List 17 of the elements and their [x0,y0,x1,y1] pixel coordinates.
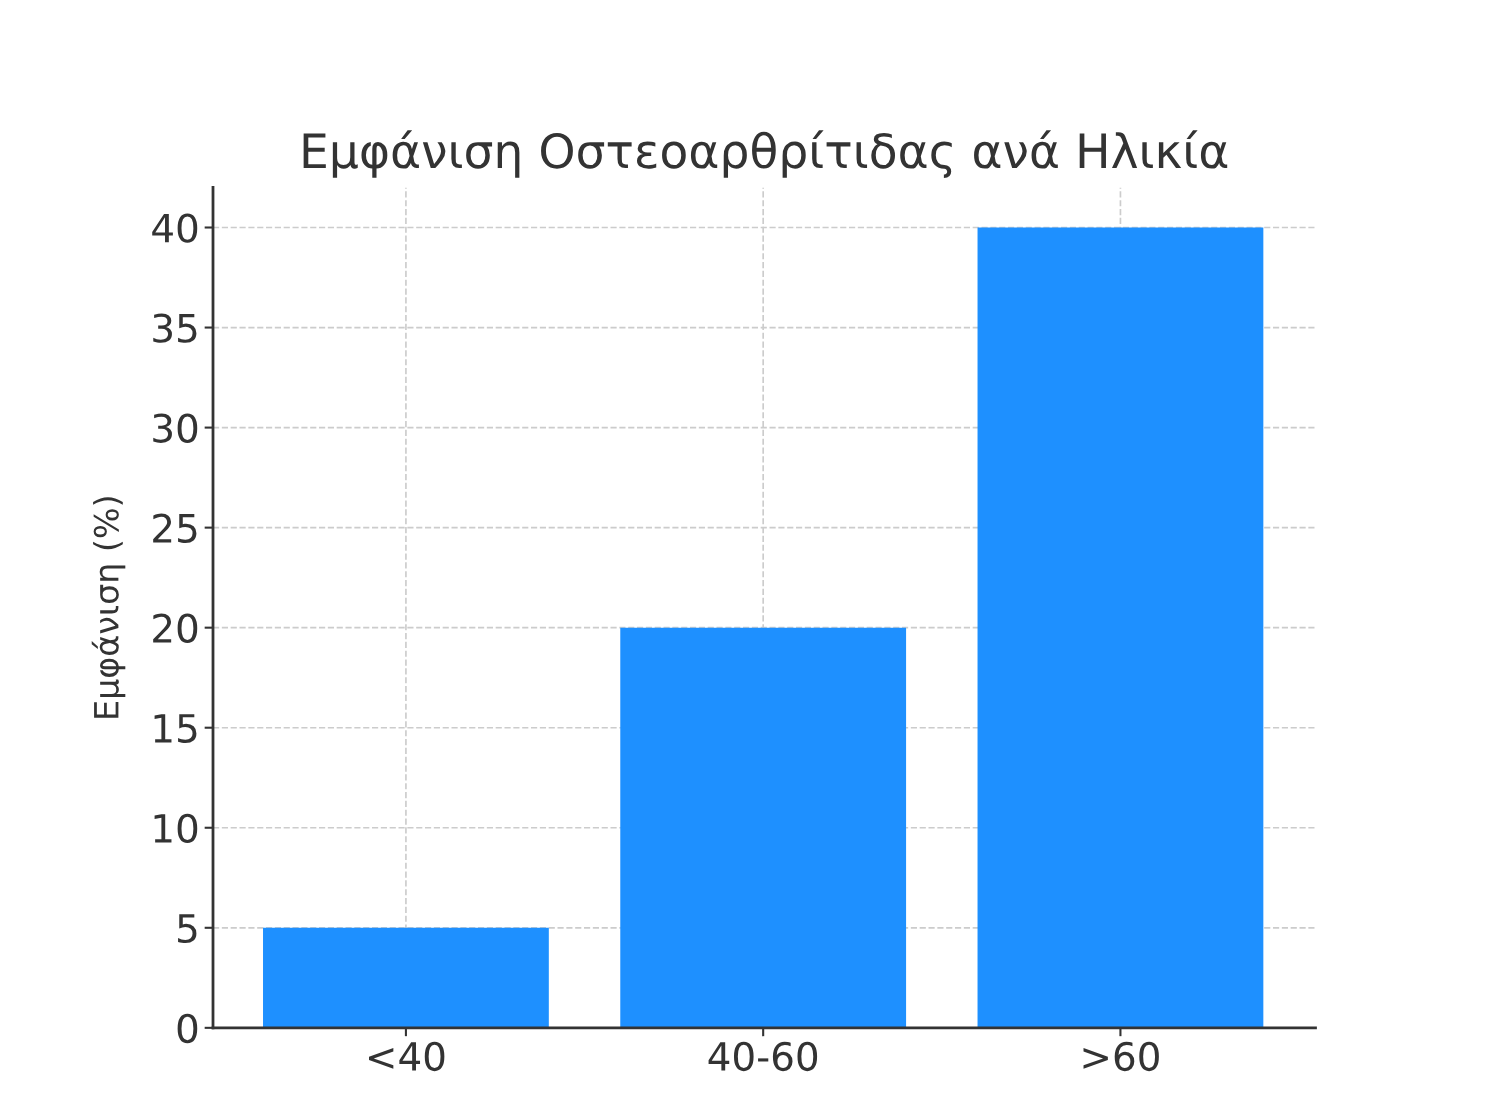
y-tick-label: 0 [177,1013,198,1044]
y-tick-label: 30 [153,413,198,443]
y-tick-label: 35 [153,313,197,343]
x-tick-label: <40 [369,1041,445,1072]
x-tick-label: >60 [1083,1041,1159,1072]
chart-title: Εμφάνιση Οστεοαρθρίτιδας ανά Ηλικία [303,130,1228,178]
y-tick-label: 40 [152,213,198,243]
y-tick-label: 25 [153,513,197,543]
bar [620,627,907,1028]
y-tick-label: 20 [153,613,198,643]
y-axis-title: Εμφάνιση (%) [91,497,126,718]
bar [263,927,549,1028]
bar [977,227,1264,1028]
y-tick-label: 5 [178,914,197,944]
x-tick-label: 40-60 [708,1041,818,1072]
y-tick-label: 15 [154,714,197,744]
y-tick-label: 10 [154,813,198,844]
